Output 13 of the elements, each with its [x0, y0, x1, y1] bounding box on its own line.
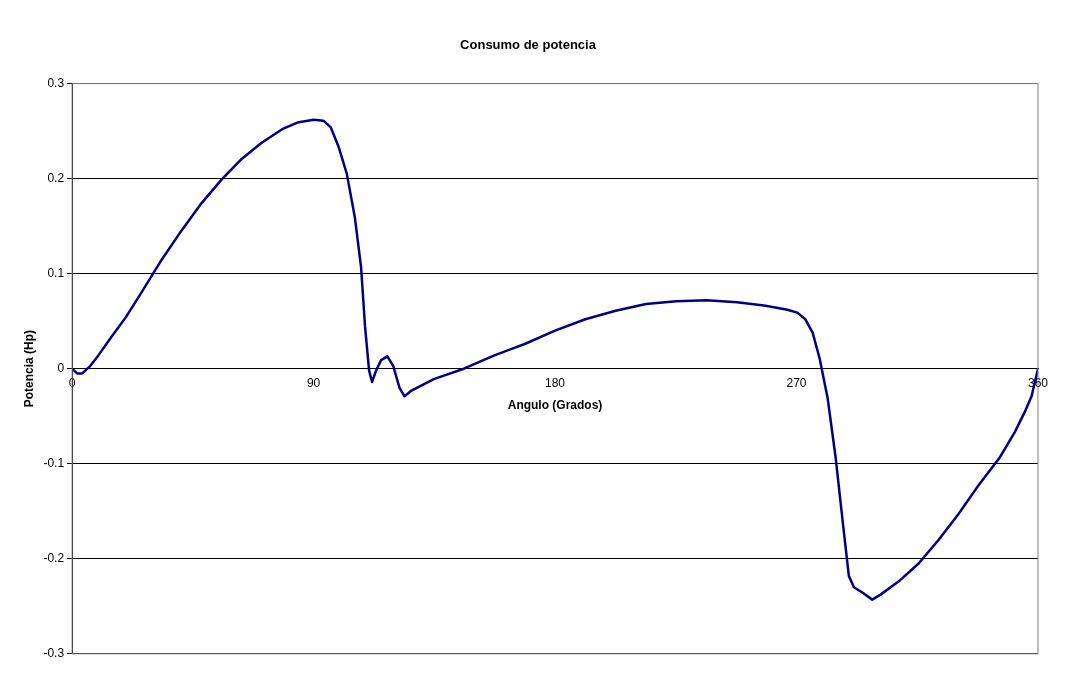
y-tick-label: 0	[57, 361, 65, 376]
x-tick-label: 180	[545, 376, 566, 391]
y-tick-label: 0.3	[47, 75, 65, 90]
y-tick-label: -0.2	[43, 551, 65, 566]
y-tick-label: 0.2	[47, 170, 65, 185]
chart-title: Consumo de potencia	[460, 37, 597, 53]
y-tick-label: 0.1	[47, 265, 65, 280]
y-tick-label: -0.1	[43, 456, 65, 471]
x-axis-title: Angulo (Grados)	[507, 397, 603, 412]
x-tick-label: 90	[306, 376, 321, 391]
y-axis-title: Potencia (Hp)	[21, 330, 36, 408]
x-tick-label: 270	[786, 376, 807, 391]
y-tick-label: -0.3	[43, 646, 65, 661]
